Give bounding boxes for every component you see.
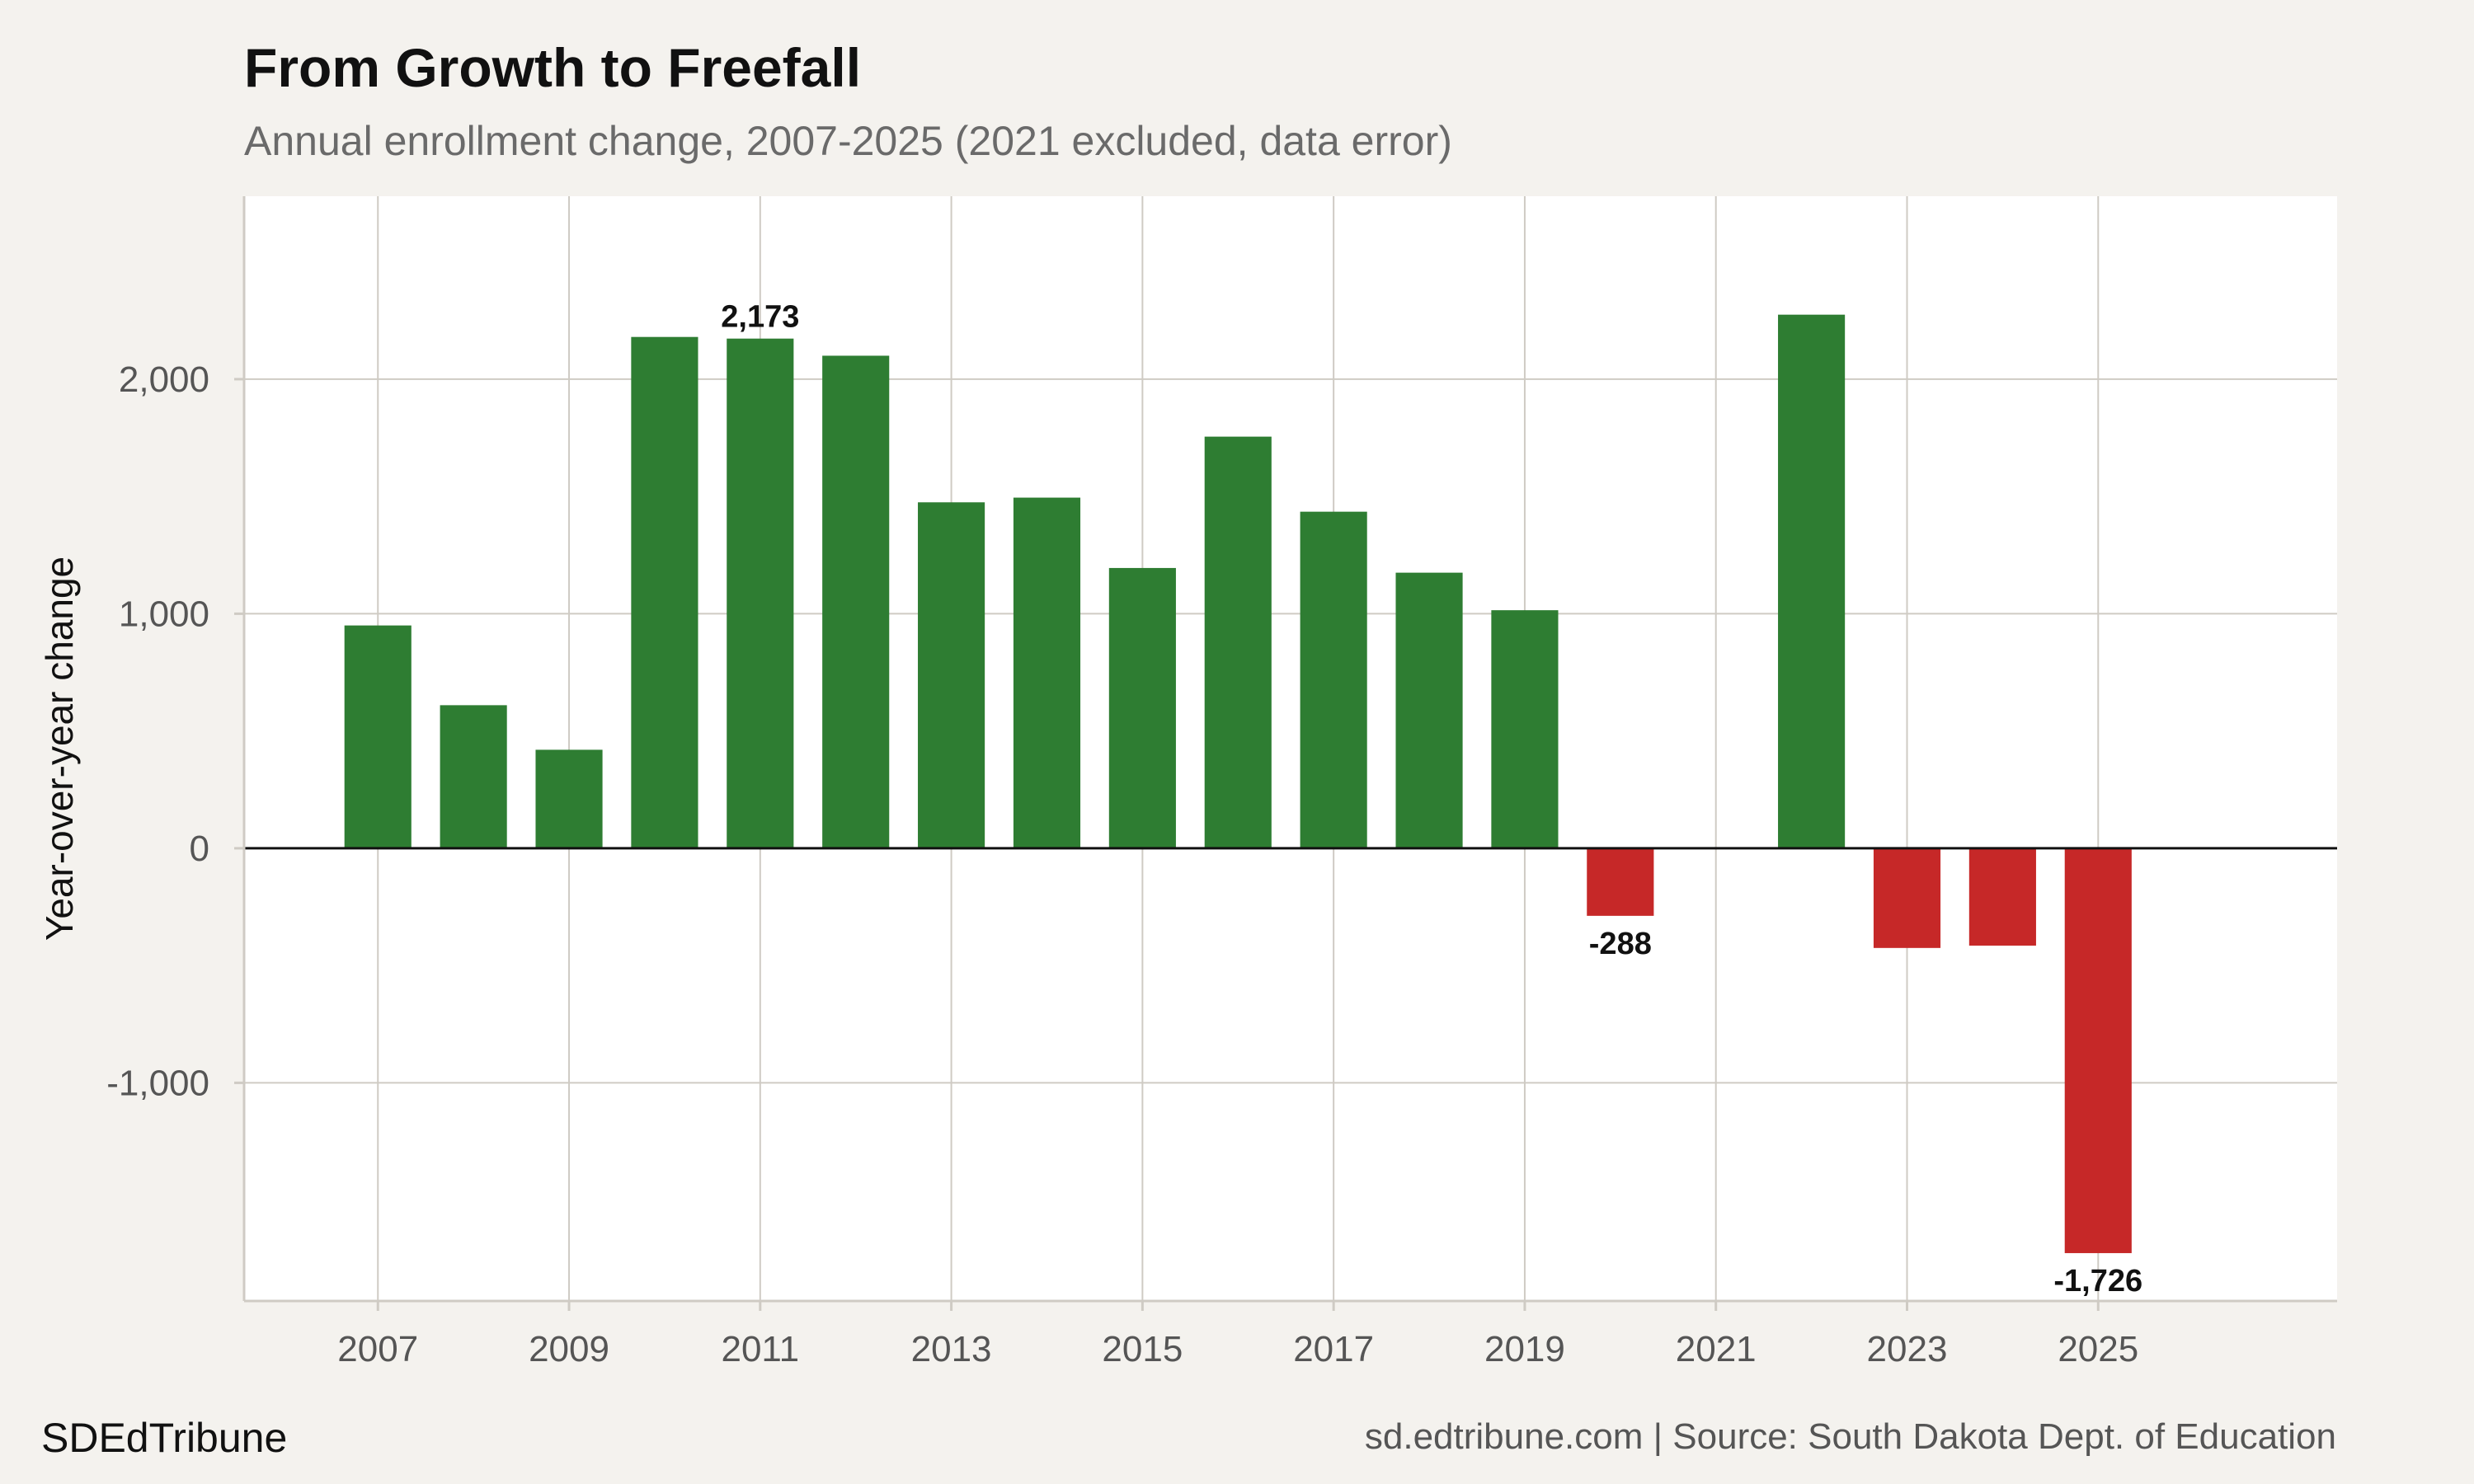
chart-subtitle: Annual enrollment change, 2007-2025 (202…: [244, 118, 1452, 164]
y-tick-label-1000: 1,000: [119, 594, 209, 634]
x-tick-label-2009: 2009: [529, 1329, 609, 1369]
bar-2025: [2064, 848, 2132, 1253]
bar-2007: [344, 625, 412, 848]
brand-label: SDEdTribune: [41, 1415, 288, 1461]
bars: [344, 314, 2132, 1253]
bar-2020: [1587, 848, 1654, 916]
bar-2009: [535, 749, 603, 848]
data-label-2011: 2,173: [721, 300, 799, 335]
x-tick-labels: 2007 2009 2011 2013 2015 2017 2019 2021 2023 2025: [337, 1301, 2138, 1369]
x-tick-label-2011: 2011: [721, 1329, 799, 1369]
x-tick-label-2017: 2017: [1293, 1329, 1374, 1369]
x-tick-label-2021: 2021: [1676, 1329, 1757, 1369]
bar-2014: [1013, 497, 1081, 848]
bar-2012: [822, 355, 890, 848]
bar-2019: [1491, 610, 1559, 848]
y-tick-label-2000: 2,000: [119, 359, 209, 400]
bar-2008: [440, 705, 507, 848]
source-label: sd.edtribune.com | Source: South Dakota …: [1364, 1416, 2336, 1457]
data-label-2020: -288: [1589, 927, 1652, 961]
bar-2010: [631, 336, 698, 848]
data-label-2025: -1,726: [2053, 1264, 2142, 1298]
x-tick-label-2025: 2025: [2058, 1329, 2138, 1369]
bar-2018: [1395, 572, 1463, 848]
x-tick-label-2013: 2013: [911, 1329, 992, 1369]
x-tick-label-2015: 2015: [1102, 1329, 1183, 1369]
bar-2024: [1968, 848, 2036, 946]
bar-2017: [1300, 511, 1367, 848]
y-gridlines: [244, 378, 2337, 1084]
data-labels: 2,173 -288 -1,726: [721, 300, 2142, 1298]
bar-2016: [1204, 436, 1272, 848]
x-tick-label-2023: 2023: [1867, 1329, 1948, 1369]
bar-2011: [727, 338, 794, 848]
y-tick-label-0: 0: [190, 829, 209, 869]
plot-background: [244, 196, 2337, 1301]
y-tick-label--1000: -1,000: [106, 1063, 209, 1103]
bar-2023: [1873, 848, 1941, 948]
x-tick-label-2007: 2007: [337, 1329, 418, 1369]
bar-2022: [1778, 314, 1846, 848]
bar-2015: [1108, 567, 1176, 848]
bar-2013: [918, 502, 985, 848]
y-axis-label: Year-over-year change: [38, 556, 81, 941]
x-tick-label-2019: 2019: [1484, 1329, 1565, 1369]
y-tick-labels: -1,000 0 1,000 2,000: [106, 359, 244, 1103]
chart-title: From Growth to Freefall: [244, 37, 862, 98]
